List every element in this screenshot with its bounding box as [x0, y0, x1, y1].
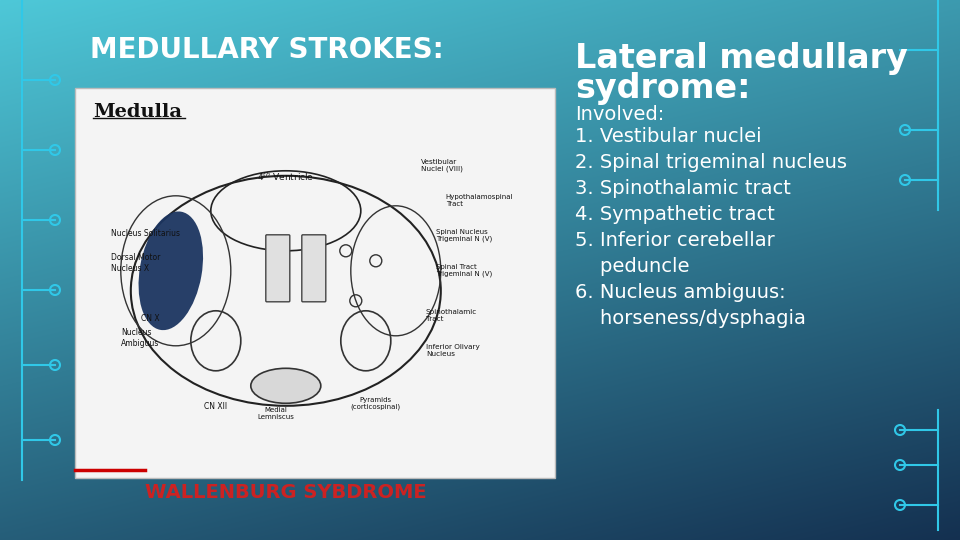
- Text: Spinothalamic
Tract: Spinothalamic Tract: [426, 309, 477, 322]
- Text: Hypothalamospinal
Tract: Hypothalamospinal Tract: [445, 194, 514, 207]
- Text: 4$^{th}$ Ventricle: 4$^{th}$ Ventricle: [257, 171, 314, 183]
- Text: Nucleus Solitarius: Nucleus Solitarius: [110, 229, 180, 238]
- FancyBboxPatch shape: [266, 235, 290, 302]
- Text: Spinal Tract
Trigeminal N (V): Spinal Tract Trigeminal N (V): [436, 264, 492, 278]
- Text: 5. Inferior cerebellar: 5. Inferior cerebellar: [575, 231, 775, 250]
- Text: Pyramids
(corticospinal): Pyramids (corticospinal): [350, 397, 401, 410]
- FancyBboxPatch shape: [75, 88, 555, 478]
- Text: CN X: CN X: [141, 314, 159, 323]
- Text: Lateral medullary: Lateral medullary: [575, 42, 908, 75]
- Text: Vestibular
Nuclei (VIII): Vestibular Nuclei (VIII): [420, 159, 463, 172]
- Text: 6. Nucleus ambiguus:: 6. Nucleus ambiguus:: [575, 283, 785, 302]
- Text: Dorsal Motor
Nucleus X: Dorsal Motor Nucleus X: [110, 253, 160, 273]
- Text: WALLENBURG SYBDROME: WALLENBURG SYBDROME: [145, 483, 426, 502]
- Ellipse shape: [251, 368, 321, 403]
- Text: 2. Spinal trigeminal nucleus: 2. Spinal trigeminal nucleus: [575, 153, 847, 172]
- Text: 3. Spinothalamic tract: 3. Spinothalamic tract: [575, 179, 791, 198]
- Text: sydrome:: sydrome:: [575, 72, 751, 105]
- Text: Medulla: Medulla: [93, 103, 182, 121]
- Text: Spinal Nucleus
Trigeminal N (V): Spinal Nucleus Trigeminal N (V): [436, 229, 492, 242]
- Ellipse shape: [138, 212, 204, 330]
- Text: Involved:: Involved:: [575, 105, 664, 124]
- Text: peduncle: peduncle: [575, 257, 689, 276]
- Text: CN XII: CN XII: [204, 402, 228, 411]
- Text: MEDULLARY STROKES:: MEDULLARY STROKES:: [90, 36, 444, 64]
- FancyBboxPatch shape: [301, 235, 325, 302]
- Text: 4. Sympathetic tract: 4. Sympathetic tract: [575, 205, 775, 224]
- Text: 1. Vestibular nuclei: 1. Vestibular nuclei: [575, 127, 761, 146]
- Text: Medial
Lemniscus: Medial Lemniscus: [257, 407, 294, 420]
- Text: Nucleus
Ambiguus: Nucleus Ambiguus: [121, 328, 159, 348]
- Text: Inferior Olivary
Nucleus: Inferior Olivary Nucleus: [426, 344, 480, 357]
- Text: horseness/dysphagia: horseness/dysphagia: [575, 309, 805, 328]
